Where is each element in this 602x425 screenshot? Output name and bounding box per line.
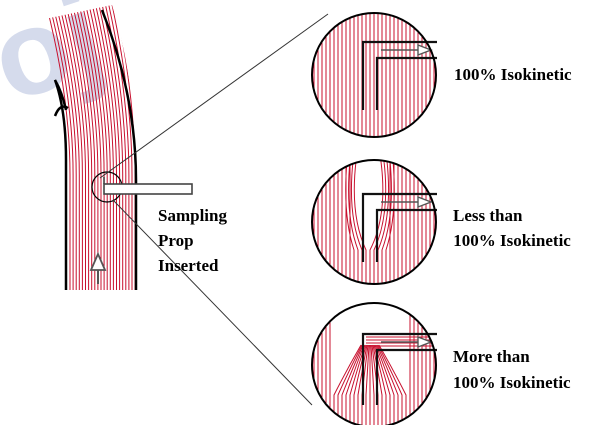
flow-line bbox=[70, 5, 96, 290]
flow-line bbox=[87, 5, 111, 290]
sampling-probe bbox=[103, 177, 193, 195]
label-less-than-line1: Less than bbox=[453, 206, 523, 225]
flow-line bbox=[77, 5, 102, 290]
magnified-view-100-isokinetic: 100% Isokinetic bbox=[311, 12, 572, 138]
duct-left-wall bbox=[53, 79, 68, 290]
duct bbox=[44, 5, 193, 290]
flow-line bbox=[94, 5, 117, 290]
flow-line bbox=[57, 5, 83, 290]
flow-line bbox=[333, 344, 362, 425]
flow-line bbox=[341, 344, 364, 425]
flow-line bbox=[107, 5, 130, 290]
probe-nozzle-less bbox=[361, 192, 437, 262]
flow-line bbox=[97, 5, 121, 290]
probe-label-line2: Prop bbox=[158, 231, 194, 250]
flow-line bbox=[80, 5, 105, 290]
flow-line bbox=[365, 344, 370, 425]
label-100-isokinetic: 100% Isokinetic bbox=[454, 65, 572, 84]
flow-line bbox=[372, 344, 383, 425]
flow-line bbox=[337, 344, 363, 425]
duct-right-wall bbox=[100, 9, 138, 290]
flow-line bbox=[90, 5, 114, 290]
flow-line bbox=[44, 5, 71, 290]
flow-lines-less bbox=[313, 160, 435, 284]
flow-line bbox=[353, 160, 367, 284]
probe-nozzle-100 bbox=[361, 40, 437, 110]
flow-line bbox=[103, 5, 127, 290]
flow-direction-arrow-icon bbox=[89, 251, 107, 284]
label-more-than-line1: More than bbox=[453, 347, 530, 366]
label-more-than-line2: 100% Isokinetic bbox=[453, 373, 571, 392]
probe-flow-arrow-icon bbox=[417, 335, 433, 349]
zoom-line-top bbox=[99, 13, 329, 179]
flow-line bbox=[350, 160, 363, 284]
duct-flow-lines bbox=[44, 5, 136, 290]
flow-line bbox=[74, 5, 99, 290]
probe-label-line3: Inserted bbox=[158, 256, 219, 275]
probe-flow-arrow-icon bbox=[417, 43, 433, 57]
probe-flow-arrow-icon bbox=[417, 195, 433, 209]
flow-line bbox=[345, 160, 355, 284]
flow-line bbox=[61, 5, 86, 290]
flow-line bbox=[373, 344, 387, 425]
flow-line bbox=[51, 5, 77, 290]
flow-line bbox=[64, 5, 90, 290]
duct-left-wall-upper bbox=[53, 105, 69, 117]
probe-nozzle-more bbox=[361, 332, 437, 405]
flow-line bbox=[348, 160, 359, 284]
flow-line bbox=[370, 344, 375, 425]
zoom-line-bottom bbox=[112, 199, 313, 406]
flow-line bbox=[357, 344, 368, 425]
flow-line bbox=[377, 160, 390, 284]
flow-line bbox=[67, 5, 93, 290]
flow-line bbox=[47, 5, 74, 290]
probe-label-line1: Sampling bbox=[158, 206, 227, 225]
flow-line bbox=[84, 5, 108, 290]
flow-line bbox=[54, 5, 80, 290]
flow-line bbox=[369, 160, 384, 284]
flow-line bbox=[353, 344, 367, 425]
magnified-view-more-than-100: More than 100% Isokinetic bbox=[311, 302, 571, 425]
label-less-than-line2: 100% Isokinetic bbox=[449, 231, 571, 250]
flow-line bbox=[373, 160, 387, 284]
probe-label: Sampling Prop Inserted bbox=[158, 206, 227, 275]
magnified-view-less-than-100: Less than 100% Isokinetic bbox=[311, 159, 571, 285]
